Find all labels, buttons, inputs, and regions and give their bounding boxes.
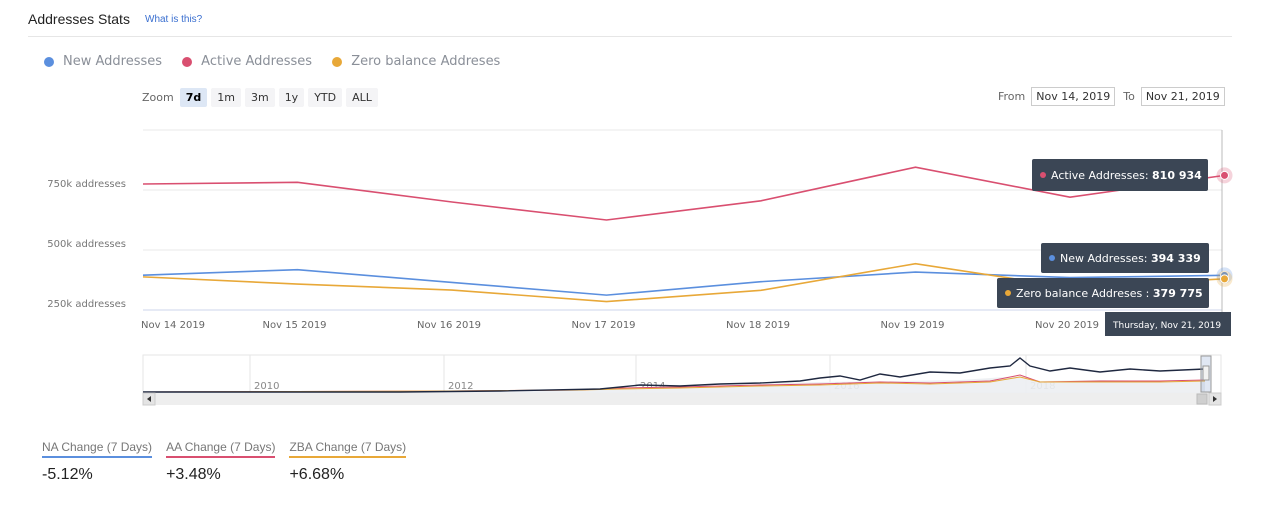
tooltip-active-label: Active Addresses: bbox=[1051, 169, 1152, 182]
y-tick-label: 500k addresses bbox=[47, 239, 126, 250]
stat-label[interactable]: NA Change (7 Days) bbox=[42, 440, 153, 458]
stat-value: +3.48% bbox=[166, 466, 221, 483]
svg-text:Zero balance Addreses : 379 77: Zero balance Addreses : 379 775 bbox=[1016, 287, 1203, 300]
x-tick-label: Nov 15 2019 bbox=[263, 320, 327, 331]
svg-text:New Addresses: 394 339: New Addresses: 394 339 bbox=[1060, 252, 1201, 265]
to-date-input[interactable]: Nov 21, 2019 bbox=[1140, 87, 1225, 106]
line-chart: 250k addresses 500k addresses 750k address… bbox=[47, 129, 1233, 406]
tooltip-active-value: 810 934 bbox=[1152, 169, 1202, 182]
legend-label: Active Addresses bbox=[201, 54, 313, 69]
svg-text:Active Addresses: 810 934: Active Addresses: 810 934 bbox=[1051, 169, 1202, 182]
help-link[interactable]: What is this? bbox=[145, 14, 203, 25]
tooltip-new: New Addresses: 394 339 bbox=[1041, 243, 1209, 273]
x-tick-label: Nov 16 2019 bbox=[417, 320, 481, 331]
from-label: From bbox=[998, 90, 1026, 103]
legend-new-addresses[interactable]: New Addresses bbox=[44, 54, 162, 69]
legend-dot-icon bbox=[332, 56, 343, 67]
data-point[interactable] bbox=[1220, 170, 1229, 180]
legend-zero-balance[interactable]: Zero balance Addreses bbox=[332, 54, 500, 69]
date-range: From Nov 14, 2019 To Nov 21, 2019 bbox=[998, 87, 1225, 106]
x-tick-label: Nov 18 2019 bbox=[726, 320, 790, 331]
y-tick-label: 250k addresses bbox=[47, 299, 126, 310]
stat-zba-change: ZBA Change (7 Days) +6.68% bbox=[289, 440, 407, 484]
legend-label: New Addresses bbox=[63, 54, 163, 69]
x-tick-label: Nov 17 2019 bbox=[572, 320, 636, 331]
series-line-1 bbox=[142, 166, 1225, 221]
zoom-3m-button[interactable]: 3m bbox=[244, 88, 275, 107]
tooltip-new-label: New Addresses: bbox=[1060, 252, 1151, 265]
tooltip-zero: Zero balance Addreses : 379 775 bbox=[997, 278, 1209, 308]
zoom-1y-button[interactable]: 1y bbox=[278, 88, 305, 107]
zoom-all-button[interactable]: ALL bbox=[346, 88, 378, 107]
section-header: Addresses Stats What is this? bbox=[28, 8, 1232, 37]
navigator[interactable]: 20102012201420162018 bbox=[142, 354, 1222, 394]
zoom-7d-button[interactable]: 7d bbox=[179, 88, 208, 107]
stat-label[interactable]: AA Change (7 Days) bbox=[166, 440, 276, 458]
legend-dot-icon bbox=[182, 56, 193, 67]
page-title: Addresses Stats bbox=[28, 11, 130, 27]
stat-aa-change: AA Change (7 Days) +3.48% bbox=[166, 440, 276, 484]
tooltip-date-text: Thursday, Nov 21, 2019 bbox=[1112, 321, 1221, 331]
stat-na-change: NA Change (7 Days) -5.12% bbox=[42, 440, 153, 484]
zoom-selector: Zoom 7d 1m 3m 1y YTD ALL bbox=[142, 88, 382, 107]
tooltip-date: Thursday, Nov 21, 2019 bbox=[1105, 312, 1231, 336]
chevron-left-icon bbox=[147, 396, 151, 402]
legend-dot-icon bbox=[44, 56, 54, 67]
data-point[interactable] bbox=[1220, 274, 1229, 284]
stat-value: +6.68% bbox=[289, 466, 345, 483]
y-tick-label: 750k addresses bbox=[47, 179, 126, 190]
scrollbar-thumb[interactable] bbox=[1196, 393, 1208, 405]
navigator-area bbox=[143, 376, 1205, 393]
to-label: To bbox=[1123, 90, 1135, 103]
zoom-1m-button[interactable]: 1m bbox=[211, 88, 241, 107]
series-line-0 bbox=[142, 268, 1225, 296]
tooltip-active: Active Addresses: 810 934 bbox=[1032, 159, 1208, 191]
tooltip-new-value: 394 339 bbox=[1151, 252, 1201, 265]
x-tick-label: Nov 19 2019 bbox=[881, 320, 945, 331]
legend-label: Zero balance Addreses bbox=[351, 54, 501, 69]
x-tick-label: Nov 14 2019 bbox=[141, 320, 205, 331]
navigator-scrollbar[interactable] bbox=[142, 392, 1222, 406]
navigator-handle[interactable] bbox=[1202, 365, 1210, 381]
zoom-label: Zoom bbox=[142, 91, 174, 104]
tooltip-zero-value: 379 775 bbox=[1153, 287, 1203, 300]
navigator-year-label: 2010 bbox=[254, 381, 279, 392]
stat-value: -5.12% bbox=[42, 466, 93, 483]
chevron-right-icon bbox=[1213, 396, 1217, 402]
navigator-year-label: 2012 bbox=[448, 381, 473, 392]
navigator-year-label: 2014 bbox=[640, 381, 665, 392]
zoom-ytd-button[interactable]: YTD bbox=[308, 88, 343, 107]
legend-active-addresses[interactable]: Active Addresses bbox=[182, 54, 312, 69]
x-tick-label: Nov 20 2019 bbox=[1035, 320, 1099, 331]
from-date-input[interactable]: Nov 14, 2019 bbox=[1031, 87, 1116, 106]
navigator-overview-line bbox=[143, 357, 1206, 393]
chart-legend: New Addresses Active Addresses Zero bala… bbox=[44, 54, 516, 71]
stat-label[interactable]: ZBA Change (7 Days) bbox=[289, 440, 407, 458]
change-stats: NA Change (7 Days) -5.12% AA Change (7 D… bbox=[42, 440, 420, 484]
tooltip-zero-label: Zero balance Addreses : bbox=[1016, 287, 1153, 300]
